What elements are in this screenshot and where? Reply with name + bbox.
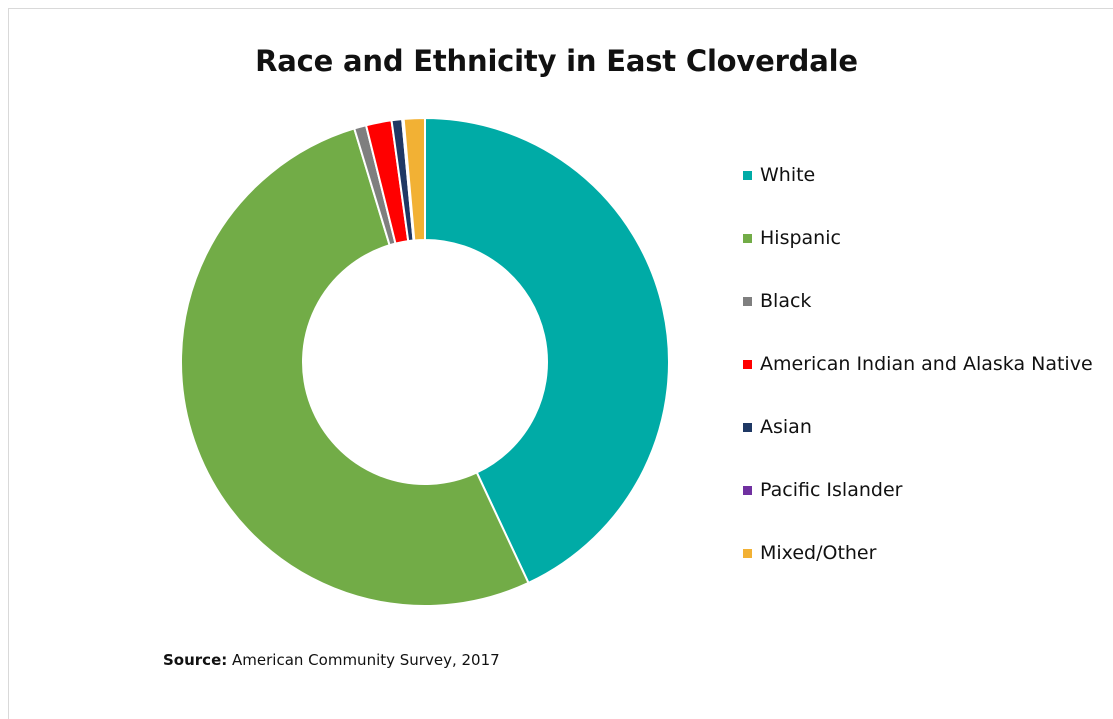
legend-label: Asian — [760, 416, 812, 438]
legend-item-mixed-other: Mixed/Other — [743, 538, 876, 568]
legend-swatch — [743, 360, 752, 369]
legend-swatch — [743, 171, 752, 180]
legend-item-pacific-islander: Pacific Islander — [743, 475, 902, 505]
legend-swatch — [743, 549, 752, 558]
legend-item-black: Black — [743, 286, 811, 316]
legend-item-american-indian-and-alaska-native: American Indian and Alaska Native — [743, 349, 1093, 379]
legend-swatch — [743, 423, 752, 432]
legend-label: White — [760, 164, 815, 186]
legend-label: Black — [760, 290, 811, 312]
source-text: American Community Survey, 2017 — [232, 651, 500, 669]
legend-item-white: White — [743, 160, 815, 190]
legend-swatch — [743, 234, 752, 243]
legend-label: Hispanic — [760, 227, 841, 249]
legend-label: Pacific Islander — [760, 479, 902, 501]
legend-item-hispanic: Hispanic — [743, 223, 841, 253]
legend-swatch — [743, 297, 752, 306]
legend-label: Mixed/Other — [760, 542, 876, 564]
source-note: Source: American Community Survey, 2017 — [163, 651, 500, 669]
legend-label: American Indian and Alaska Native — [760, 353, 1093, 375]
legend-item-asian: Asian — [743, 412, 812, 442]
legend-swatch — [743, 486, 752, 495]
source-label: Source: — [163, 651, 227, 669]
